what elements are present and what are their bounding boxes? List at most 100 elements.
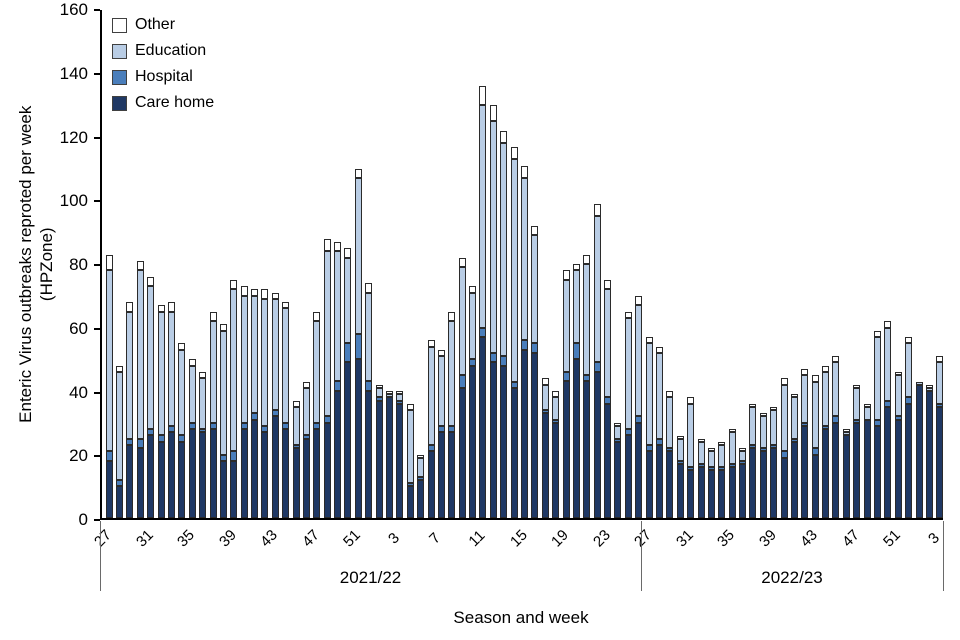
legend-swatch-hospital [112, 69, 127, 85]
bar-segment-other [749, 403, 757, 407]
bar-segment-education [780, 384, 788, 452]
bar-segment-care-home [386, 397, 394, 518]
bar-segment-care-home [157, 441, 165, 518]
bar-segment-education [323, 251, 331, 417]
y-tick-label: 80 [69, 255, 88, 274]
bar-segment-other [635, 295, 643, 306]
bar-segment-hospital [448, 425, 456, 433]
bar-week-36 [739, 448, 747, 518]
bar-segment-care-home [147, 435, 155, 518]
bar-segment-education [261, 298, 269, 426]
bar-segment-education [489, 121, 497, 353]
bar-segment-other [759, 413, 767, 417]
bar-segment-other [282, 302, 290, 309]
bar-segment-education [427, 346, 435, 445]
bar-segment-hospital [521, 340, 528, 350]
x-tick-label: 19 [548, 526, 572, 551]
x-tick-label: 11 [465, 526, 489, 551]
bar-segment-other [437, 349, 445, 357]
bar-segment-care-home [510, 387, 518, 518]
y-tick-mark [94, 136, 100, 139]
bar-segment-care-home [240, 429, 248, 518]
y-tick-mark [94, 9, 100, 11]
bar-segment-hospital [271, 410, 279, 417]
y-tick-mark [94, 391, 100, 394]
x-tick-label: 43 [797, 526, 822, 551]
bar-segment-hospital [136, 438, 144, 449]
bar-segment-other [780, 378, 788, 385]
bar-segment-hospital [489, 352, 497, 363]
x-tick-label: 39 [215, 526, 240, 551]
y-tick-label: 20 [69, 446, 88, 466]
bar-segment-care-home [344, 362, 352, 518]
y-tick-label: 0 [78, 510, 88, 529]
bar-segment-other [209, 311, 217, 322]
bar-week-52 [365, 283, 373, 518]
bar-segment-hospital [583, 375, 591, 382]
bar-segment-care-home [126, 444, 134, 518]
bar-segment-care-home [365, 391, 373, 518]
bar-segment-hospital [697, 464, 705, 468]
bar-segment-other [822, 365, 830, 372]
bar-segment-education [531, 235, 539, 344]
bar-segment-education [822, 371, 830, 426]
bar-week-48 [863, 403, 871, 518]
bar-segment-other [884, 321, 892, 328]
bar-segment-other [593, 203, 601, 217]
bar-segment-care-home [136, 448, 144, 518]
bar-segment-education [458, 267, 466, 376]
bar-segment-hospital [635, 416, 643, 423]
bar-segment-hospital [739, 460, 747, 465]
bar-segment-other [739, 448, 747, 452]
bar-segment-care-home [614, 441, 622, 518]
bar-segment-hospital [614, 438, 622, 442]
x-tick-label: 27 [631, 526, 656, 551]
bar-segment-education [105, 270, 113, 452]
bar-segment-other [583, 254, 591, 265]
bar-segment-hospital [209, 422, 217, 430]
bar-segment-hospital [884, 400, 892, 407]
bar-week-46 [302, 381, 310, 518]
bar-segment-care-home [105, 460, 113, 518]
bar-segment-hospital [936, 403, 944, 407]
bar-segment-care-home [417, 479, 425, 518]
bar-segment-education [178, 349, 186, 436]
bar-week-23 [604, 279, 612, 518]
bar-segment-education [874, 337, 881, 420]
bar-segment-hospital [510, 381, 518, 388]
bar-segment-care-home [406, 486, 414, 518]
bar-segment-education [521, 178, 528, 341]
bar-segment-hospital [365, 381, 373, 391]
bar-segment-other [676, 435, 684, 439]
x-tick-label: 39 [755, 526, 780, 551]
bar-segment-other [624, 311, 632, 318]
legend-label: Hospital [135, 68, 193, 85]
bar-segment-other [801, 368, 809, 376]
bar-segment-care-home [334, 391, 342, 518]
bar-week-33 [707, 448, 715, 518]
bar-segment-care-home [282, 429, 290, 518]
bar-segment-other [448, 311, 456, 322]
x-tick-label: 35 [174, 526, 199, 551]
bar-segment-education [894, 375, 902, 417]
bar-week-20 [572, 264, 580, 518]
bar-segment-care-home [552, 422, 560, 518]
legend: Other Education Hospital Care home [112, 12, 214, 116]
bar-segment-other [323, 238, 331, 252]
bar-week-39 [230, 279, 238, 518]
bar-week-26 [635, 295, 643, 518]
bar-segment-education [136, 270, 144, 439]
bar-segment-care-home [489, 362, 497, 518]
bar-segment-other [375, 384, 383, 388]
bar-segment-education [510, 159, 518, 382]
bar-segment-hospital [593, 362, 601, 372]
bar-segment-care-home [500, 365, 508, 518]
bar-segment-education [739, 451, 747, 461]
bar-week-27 [645, 337, 653, 518]
bar-week-27 [105, 254, 113, 518]
bar-week-38 [759, 413, 767, 518]
bar-segment-other [697, 438, 705, 442]
bar-segment-other [614, 422, 622, 426]
bar-segment-care-home [396, 403, 404, 518]
bar-segment-care-home [562, 381, 570, 518]
